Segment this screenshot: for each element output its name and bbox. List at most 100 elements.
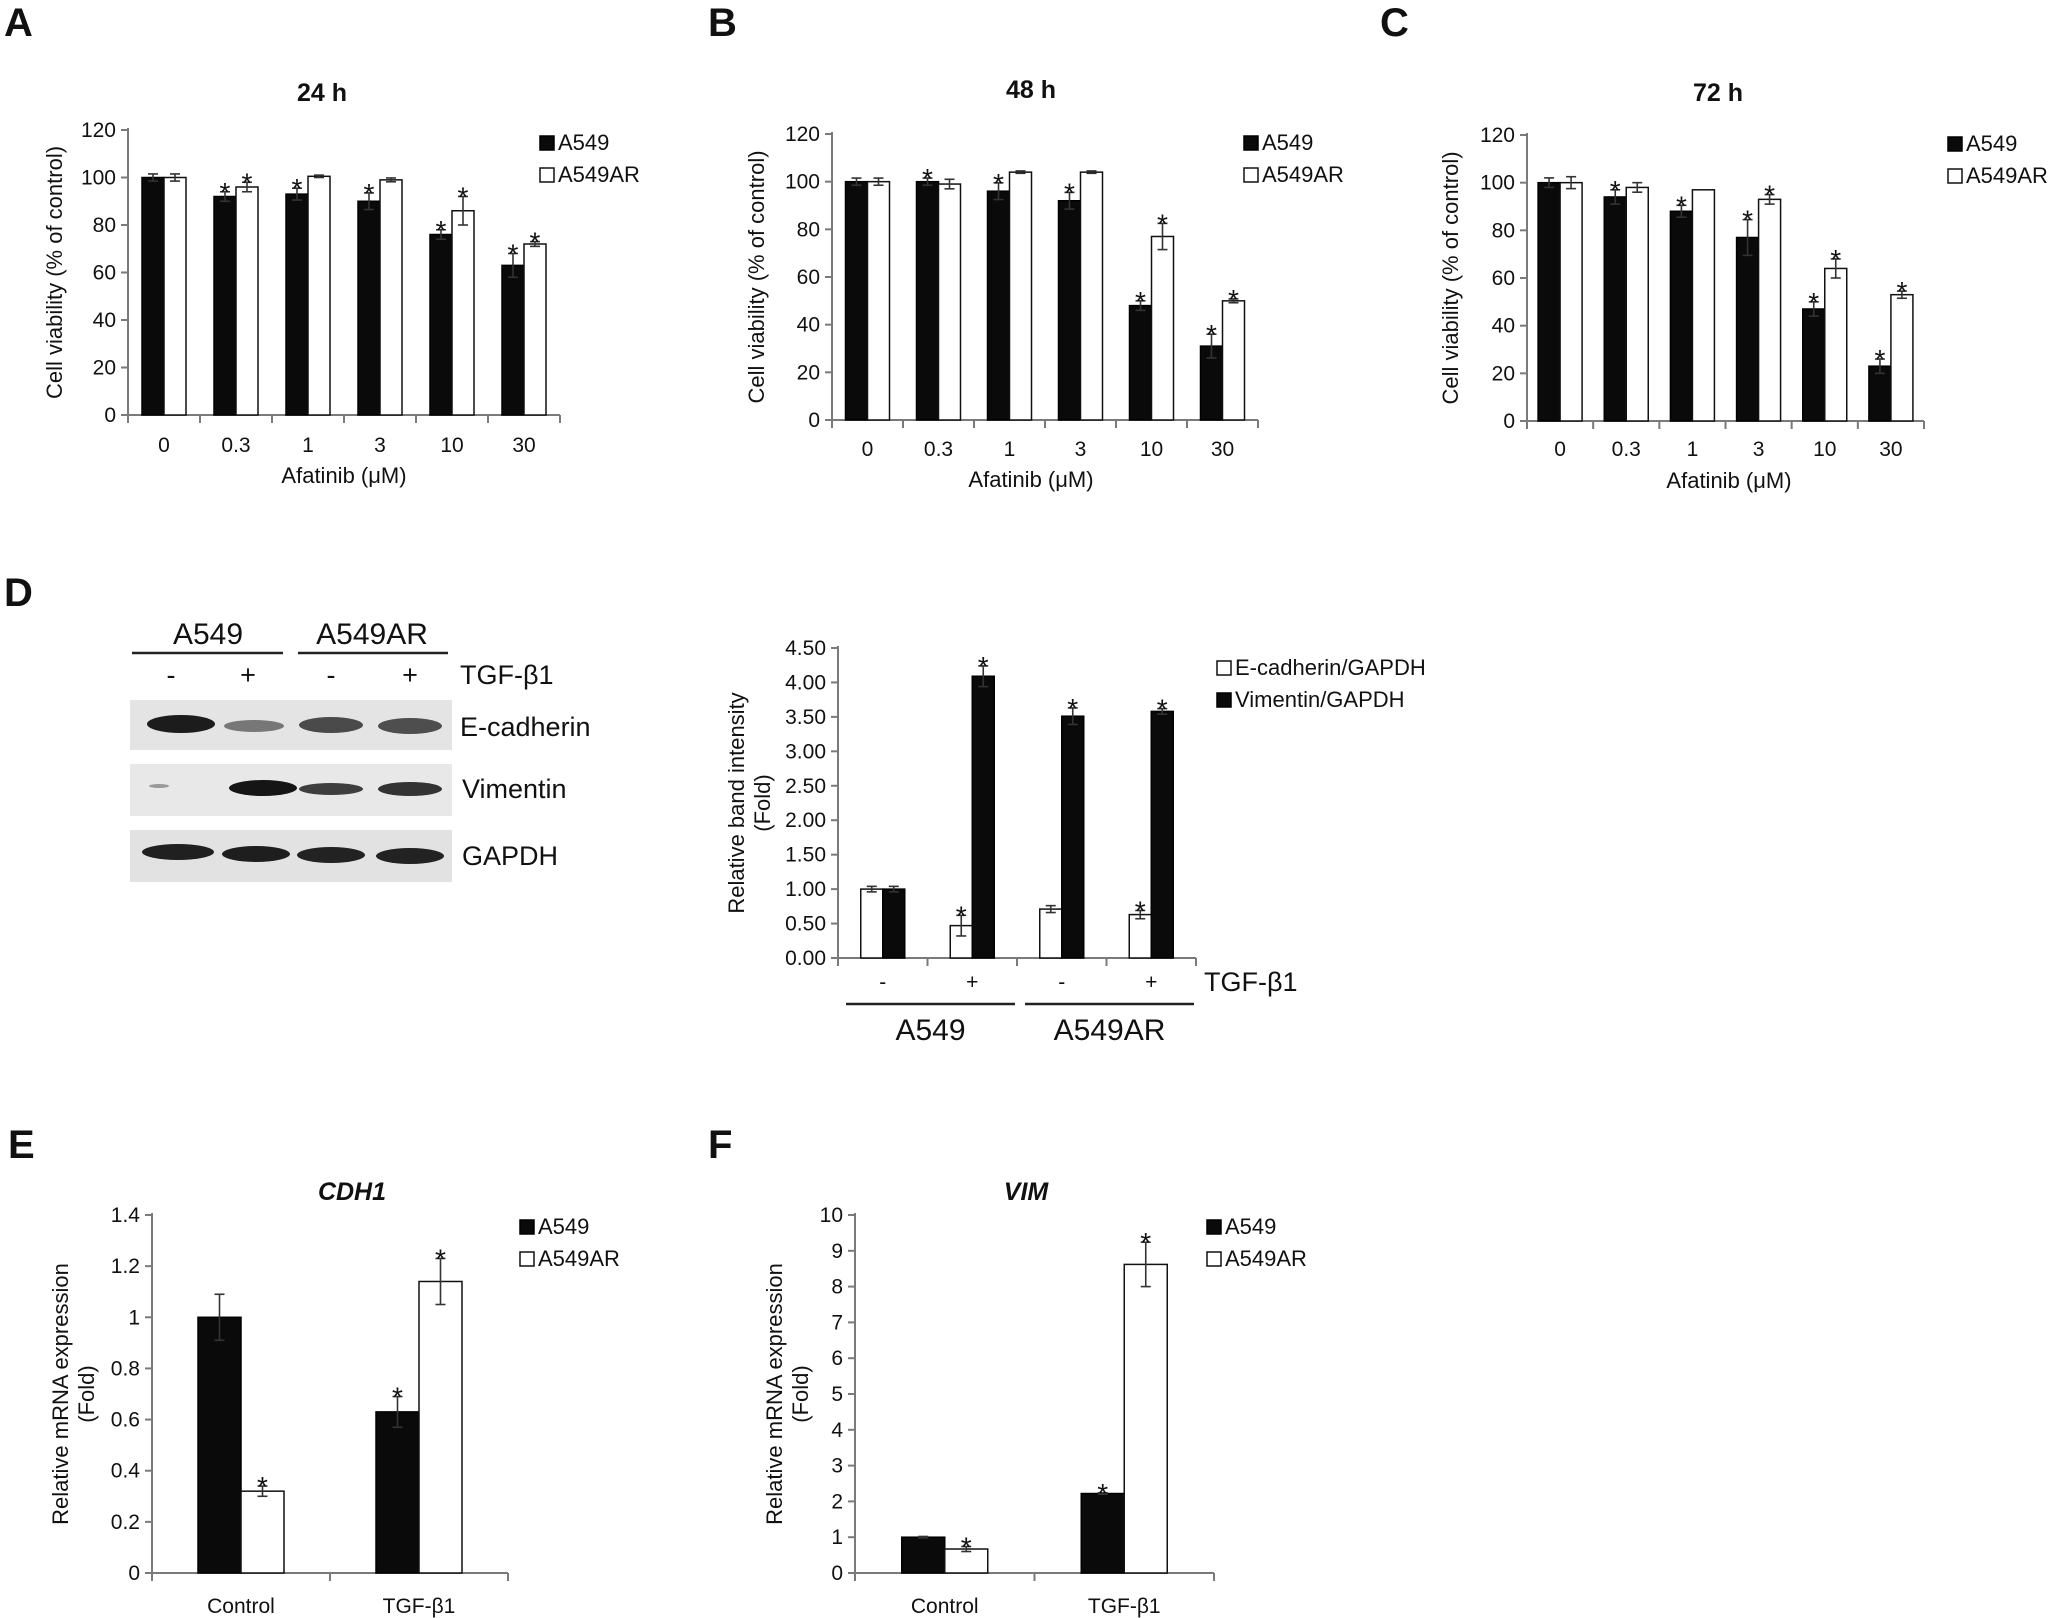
bar bbox=[866, 180, 891, 421]
y-tick-label: 0.50 bbox=[785, 913, 826, 936]
y-tick-label: 1.2 bbox=[111, 1255, 140, 1278]
significance-star: * bbox=[978, 651, 989, 682]
bar bbox=[1061, 715, 1085, 959]
legend-swatch bbox=[519, 1251, 535, 1267]
y-tick-label: 80 bbox=[797, 218, 820, 241]
y-tick-label: 2.50 bbox=[785, 775, 826, 798]
y-tick-label: 0.00 bbox=[785, 947, 826, 970]
panel-letter-a: A bbox=[4, 1, 33, 45]
bar bbox=[501, 264, 525, 416]
y-tick-label: 1 bbox=[128, 1306, 140, 1329]
legend-label: E-cadherin/GAPDH bbox=[1235, 655, 1426, 680]
x-tick-label: 1 bbox=[302, 434, 314, 457]
y-tick-label: 1 bbox=[831, 1526, 843, 1549]
significance-star: * bbox=[257, 1471, 268, 1502]
y-tick-label: 20 bbox=[797, 361, 820, 384]
significance-star: * bbox=[1874, 344, 1885, 375]
y-tick-label: 0 bbox=[1503, 410, 1515, 433]
bar bbox=[844, 180, 869, 421]
blot-band bbox=[378, 782, 442, 796]
legend-swatch bbox=[1206, 1219, 1222, 1235]
bar bbox=[375, 1411, 420, 1574]
bar bbox=[971, 675, 995, 959]
legend-swatch bbox=[1947, 168, 1963, 184]
group-label: A549AR bbox=[1054, 1014, 1166, 1047]
significance-star: * bbox=[1206, 319, 1217, 350]
legend-label: A549 bbox=[1966, 131, 2017, 156]
y-tick-label: 80 bbox=[1492, 219, 1515, 242]
x-axis-label: Afatinib (μM) bbox=[968, 467, 1093, 492]
blot-group-a549: A549 bbox=[173, 618, 243, 651]
x-tick-label: - bbox=[1058, 971, 1065, 994]
y-tick-label: 4.50 bbox=[785, 637, 826, 660]
legend-swatch bbox=[1216, 660, 1232, 676]
y-axis-label: Relative mRNA expression(Fold) bbox=[762, 1263, 813, 1525]
y-tick-label: 100 bbox=[81, 167, 116, 190]
y-tick-label: 5 bbox=[831, 1383, 843, 1406]
y-axis-label: Cell viability (% of control) bbox=[1438, 151, 1463, 404]
y-tick-label: 2 bbox=[831, 1490, 843, 1513]
x-tick-label: 0 bbox=[1554, 438, 1566, 461]
significance-star: * bbox=[1097, 1478, 1108, 1509]
legend-label: A549 bbox=[558, 130, 609, 155]
bar bbox=[1080, 1492, 1125, 1574]
legend-label: A549AR bbox=[538, 1246, 620, 1271]
x-tick-label: 3 bbox=[1753, 438, 1765, 461]
y-tick-label: 60 bbox=[1492, 267, 1515, 290]
bar bbox=[1669, 210, 1694, 422]
blot-band bbox=[224, 720, 284, 732]
x-tick-label: + bbox=[966, 971, 978, 994]
blot-band bbox=[222, 846, 290, 862]
bar bbox=[882, 888, 906, 959]
blot-row-label-ecadherin: E-cadherin bbox=[460, 712, 591, 742]
bar bbox=[1128, 304, 1153, 421]
significance-star: * bbox=[436, 215, 447, 246]
bar bbox=[429, 233, 453, 416]
legend-swatch bbox=[1206, 1251, 1222, 1267]
bar bbox=[141, 176, 165, 416]
significance-star: * bbox=[1764, 180, 1775, 211]
significance-star: * bbox=[1157, 694, 1168, 725]
bar bbox=[235, 186, 259, 416]
x-tick-label: 10 bbox=[1140, 438, 1163, 461]
x-tick-label: - bbox=[879, 971, 886, 994]
bar bbox=[901, 1536, 946, 1574]
legend-label: A549 bbox=[1225, 1214, 1276, 1239]
bar bbox=[1057, 199, 1082, 421]
treatment-label: TGF-β1 bbox=[1204, 967, 1298, 997]
y-tick-label: 1.00 bbox=[785, 878, 826, 901]
bar bbox=[1537, 181, 1561, 422]
legend-swatch bbox=[539, 135, 555, 151]
bar bbox=[240, 1490, 285, 1574]
significance-star: * bbox=[961, 1532, 972, 1563]
y-axis-label: Relative mRNA expression(Fold) bbox=[48, 1263, 99, 1525]
significance-star: * bbox=[220, 177, 231, 208]
chart-title: CDH1 bbox=[318, 1178, 386, 1206]
bar bbox=[1559, 181, 1583, 422]
blot-sign: - bbox=[327, 660, 336, 690]
bar bbox=[986, 190, 1011, 421]
x-tick-label: 10 bbox=[1813, 438, 1836, 461]
x-tick-label: + bbox=[1145, 971, 1157, 994]
y-axis-label: Cell viability (% of control) bbox=[744, 150, 769, 403]
y-tick-label: 7 bbox=[831, 1311, 843, 1334]
significance-star: * bbox=[1228, 284, 1239, 315]
significance-star: * bbox=[392, 1382, 403, 1413]
y-tick-label: 3.50 bbox=[785, 706, 826, 729]
significance-star: * bbox=[1135, 286, 1146, 317]
y-tick-label: 0 bbox=[128, 1562, 140, 1585]
x-tick-label: 0 bbox=[158, 434, 170, 457]
chart-d: 0.00 0.50 1.00 1.50 2.00 2.50 3.00 3.50 4.00 4.50… bbox=[724, 637, 1426, 1047]
y-tick-label: 120 bbox=[785, 123, 820, 146]
y-tick-label: 40 bbox=[93, 309, 116, 332]
panel-letter-c: C bbox=[1380, 1, 1409, 45]
legend-label: A549AR bbox=[1262, 162, 1344, 187]
legend-label: A549AR bbox=[558, 162, 640, 187]
western-blot: A549 A549AR - + - + TGF-β1 E-cadherin Vi… bbox=[130, 618, 591, 882]
blot-row-label-gapdh: GAPDH bbox=[462, 841, 558, 871]
bar bbox=[163, 176, 187, 416]
significance-star: * bbox=[530, 227, 541, 258]
significance-star: * bbox=[508, 239, 519, 270]
